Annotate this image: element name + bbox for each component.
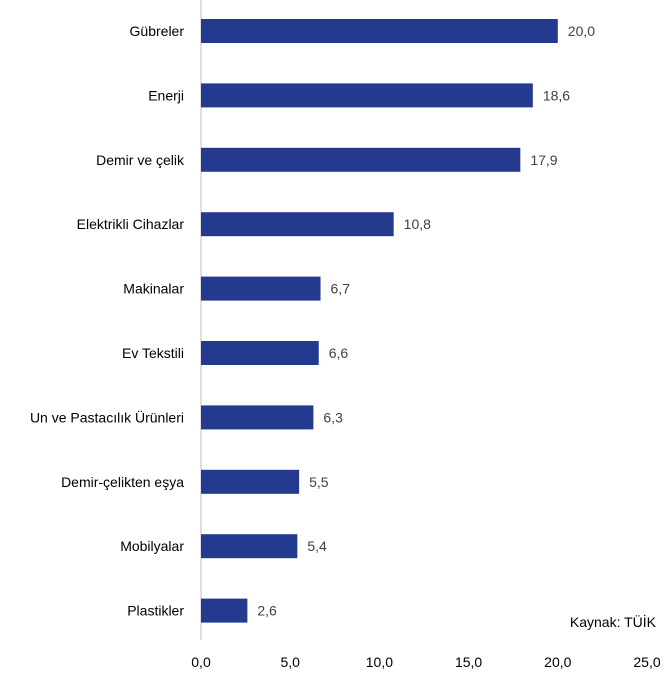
bar	[201, 341, 319, 365]
category-label: Demir ve çelik	[96, 152, 185, 168]
x-tick-label: 25,0	[633, 654, 660, 670]
value-label: 6,7	[331, 281, 351, 297]
bars-group	[201, 19, 558, 623]
value-label: 2,6	[257, 603, 277, 619]
bar	[201, 19, 558, 43]
value-label: 6,6	[329, 345, 349, 361]
bar	[201, 83, 533, 108]
value-label: 18,6	[543, 87, 570, 103]
value-label: 20,0	[568, 23, 595, 39]
category-label: Un ve Pastacılık Ürünleri	[30, 408, 184, 425]
bar	[201, 534, 298, 559]
category-label: Plastikler	[127, 603, 184, 619]
value-label: 5,5	[309, 474, 329, 490]
bar	[201, 147, 521, 172]
bar	[201, 405, 314, 430]
x-tick-label: 10,0	[366, 654, 393, 670]
value-label: 5,4	[307, 538, 327, 554]
value-label: 6,3	[323, 409, 343, 425]
x-tick-labels-group: 0,0 5,0 10,0 15,0 20,0 25,0	[191, 654, 661, 670]
bar	[201, 598, 248, 623]
x-tick-label: 20,0	[544, 654, 571, 670]
category-label: Makinalar	[123, 281, 184, 297]
category-label: Demir-çelikten eşya	[61, 474, 184, 490]
category-label: Ev Tekstili	[122, 345, 184, 361]
x-tick-label: 5,0	[280, 654, 300, 670]
value-labels-group: 20,0 18,6 17,9 10,8 6,7 6,6 6,3 5,5 5,4 2,6	[257, 23, 595, 619]
bar	[201, 212, 394, 237]
bar	[201, 469, 300, 494]
category-label: Enerji	[148, 87, 184, 103]
source-label: Kaynak: TÜİK	[570, 613, 657, 630]
bar	[201, 276, 321, 301]
value-label: 10,8	[404, 216, 431, 232]
category-labels-group: Gübreler Enerji Demir ve çelik Elektrikli C…	[30, 23, 185, 619]
x-tick-label: 15,0	[455, 654, 482, 670]
category-label: Gübreler	[130, 23, 185, 39]
value-label: 17,9	[530, 152, 557, 168]
category-label: Elektrikli Cihazlar	[77, 216, 185, 232]
x-tick-label: 0,0	[191, 654, 211, 670]
category-label: Mobilyalar	[120, 538, 184, 554]
